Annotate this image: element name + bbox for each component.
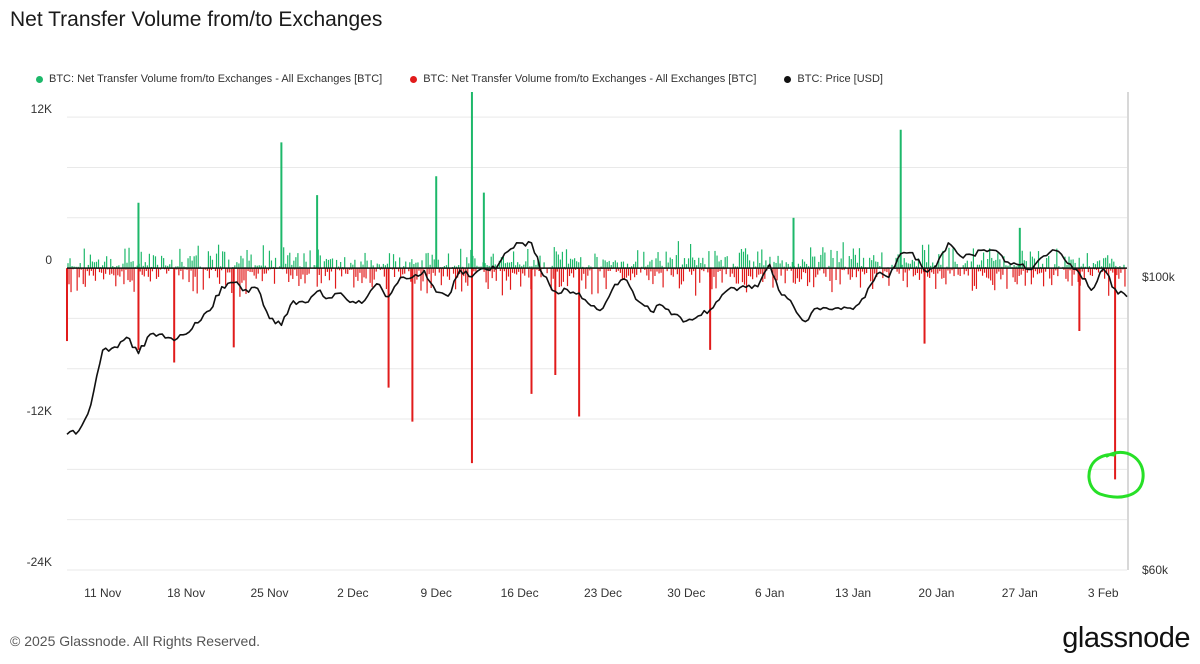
legend-item-price[interactable]: BTC: Price [USD]	[784, 73, 883, 85]
y-left-tick-label: 0	[45, 253, 52, 267]
x-tick-label: 25 Nov	[250, 586, 288, 600]
btc-price-line	[66, 240, 1128, 435]
x-tick-label: 6 Jan	[755, 586, 784, 600]
x-tick-label: 3 Feb	[1088, 586, 1119, 600]
y-left-tick-label: 12K	[31, 102, 52, 116]
y-right-tick-label: $100k	[1142, 270, 1176, 284]
x-tick-label: 16 Dec	[501, 586, 539, 600]
x-tick-label: 27 Jan	[1002, 586, 1038, 600]
legend-label: BTC: Net Transfer Volume from/to Exchang…	[423, 73, 757, 85]
axes: 12K 0 -12K -24K $100k $60k 11 Nov 18 Nov 25 Nov 2…	[27, 92, 1176, 600]
legend-label: BTC: Net Transfer Volume from/to Exchang…	[49, 73, 383, 85]
price-series	[66, 240, 1128, 435]
x-tick-label: 2 Dec	[337, 586, 368, 600]
x-tick-label: 23 Dec	[584, 586, 622, 600]
legend-dot-black	[784, 75, 792, 83]
legend-label: BTC: Price [USD]	[797, 73, 883, 85]
legend-dot-red	[410, 75, 418, 83]
chart-title: Net Transfer Volume from/to Exchanges	[10, 8, 383, 31]
legend-item-inflow[interactable]: BTC: Net Transfer Volume from/to Exchang…	[36, 73, 382, 85]
x-tick-label: 11 Nov	[84, 586, 121, 600]
grid-lines	[67, 116, 1127, 571]
legend-item-outflow[interactable]: BTC: Net Transfer Volume from/to Exchang…	[410, 73, 756, 85]
highlight-circle-annotation	[1087, 450, 1145, 499]
copyright-footer: © 2025 Glassnode. All Rights Reserved.	[10, 633, 261, 649]
x-tick-label: 9 Dec	[421, 586, 452, 600]
y-left-tick-label: -24K	[27, 555, 52, 569]
legend-dot-green	[36, 75, 43, 83]
glassnode-logo[interactable]: glassnode	[1062, 622, 1190, 654]
y-right-tick-label: $60k	[1142, 563, 1169, 577]
x-tick-label: 30 Dec	[667, 586, 705, 600]
y-left-tick-label: -12K	[27, 404, 52, 418]
x-tick-label: 18 Nov	[167, 586, 205, 600]
annotation	[1087, 450, 1145, 499]
legend: BTC: Net Transfer Volume from/to Exchang…	[36, 73, 911, 85]
x-tick-label: 20 Jan	[918, 586, 954, 600]
x-tick-label: 13 Jan	[835, 586, 871, 600]
